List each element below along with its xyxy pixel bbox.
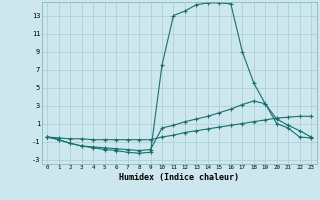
X-axis label: Humidex (Indice chaleur): Humidex (Indice chaleur) bbox=[119, 173, 239, 182]
